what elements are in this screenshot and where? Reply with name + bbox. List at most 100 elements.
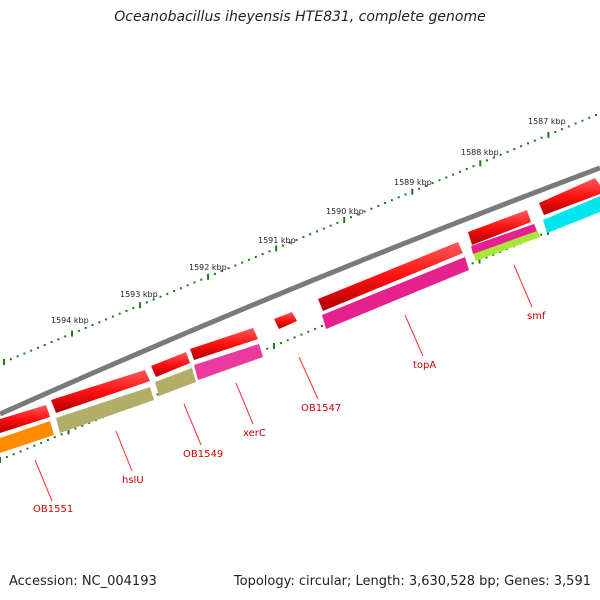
inner-ruler-tick: [478, 257, 481, 264]
outer-ruler-tick: [458, 170, 461, 173]
gene-arrow-smf-region[interactable]: [539, 178, 600, 215]
leader-line-OB1551: [34, 459, 53, 502]
outer-ruler-tick: [574, 122, 577, 125]
outer-ruler-tick: [213, 273, 216, 275]
inner-ruler-tick: [5, 456, 8, 459]
outer-ruler-tick: [520, 145, 523, 148]
outer-ruler-tick: [322, 227, 325, 230]
outer-ruler-tick: [506, 150, 509, 153]
cog-bar-orange: [0, 421, 54, 453]
leader-line-topA: [404, 314, 424, 357]
inner-ruler-tick: [307, 330, 310, 333]
outer-ruler-tick: [445, 176, 448, 179]
outer-ruler-tick: [479, 160, 482, 167]
inner-ruler-tick: [471, 262, 474, 265]
outer-ruler-tick: [350, 216, 352, 219]
outer-ruler-tick: [193, 281, 196, 284]
outer-ruler-tick: [23, 352, 26, 355]
outer-ruler-tick: [132, 307, 135, 310]
outer-ruler-tick: [309, 233, 312, 236]
inner-ruler-tick: [266, 347, 269, 350]
outer-ruler-tick: [554, 131, 557, 133]
outer-ruler-tick: [329, 224, 332, 227]
outer-ruler-tick: [220, 270, 223, 273]
outer-ruler-tick: [139, 302, 142, 309]
outer-ruler-tick: [384, 202, 387, 204]
inner-ruler-tick: [33, 444, 36, 447]
outer-ruler-tick: [186, 284, 189, 287]
outer-ruler-tick: [179, 287, 182, 290]
inner-ruler-tick: [286, 339, 289, 342]
gene-arrow-xerC[interactable]: [190, 328, 258, 360]
cog-bar-olive-OB1549: [155, 368, 196, 396]
outer-ruler-tick: [125, 309, 128, 312]
leader-line-OB1547: [298, 356, 319, 400]
outer-ruler-tick: [390, 199, 393, 202]
gene-label-OB1549[interactable]: OB1549: [183, 449, 223, 460]
gene-label-topA[interactable]: topA: [413, 360, 436, 371]
inner-ruler-tick: [492, 253, 495, 256]
outer-ruler-tick: [91, 324, 94, 327]
outer-ruler-tick: [492, 156, 495, 159]
cog-category-bars: [0, 196, 600, 453]
outer-ruler-tick: [71, 330, 73, 337]
leader-line-xerC: [235, 382, 254, 425]
gene-arrow-OB1551[interactable]: [0, 405, 50, 433]
gene-label-hslU[interactable]: hslU: [122, 475, 144, 486]
outer-ruler-tick: [227, 267, 230, 270]
gene-arrow-hslU[interactable]: [51, 370, 150, 413]
outer-ruler-tick: [3, 359, 5, 365]
outer-ruler-tick: [336, 221, 339, 224]
outer-ruler-tick: [356, 213, 359, 216]
inner-ruler-tick: [485, 256, 488, 259]
inner-ruler-tick: [74, 427, 77, 430]
gene-label-OB1547[interactable]: OB1547: [301, 403, 341, 414]
ruler-label-1591: 1591 kbp: [258, 236, 296, 245]
gene-arrow-smf[interactable]: [468, 210, 531, 245]
inner-ruler-tick: [321, 325, 323, 327]
outer-ruler-tick: [370, 207, 373, 210]
kbp-ruler-labels: 1587 kbp 1588 kbp 1589 kbp 1590 kbp 1591…: [51, 117, 566, 325]
inner-ruler-tick: [88, 421, 91, 424]
ruler-label-1590: 1590 kbp: [326, 207, 364, 216]
inner-ruler-tick: [67, 428, 70, 435]
outer-ruler-tick: [57, 338, 60, 341]
outer-ruler-tick: [411, 188, 414, 195]
outer-ruler-tick: [377, 204, 380, 207]
outer-ruler-tick: [118, 312, 121, 315]
gene-arrow-OB1547[interactable]: [274, 312, 297, 329]
outer-ruler-tick: [282, 244, 284, 247]
gene-label-xerC[interactable]: xerC: [243, 428, 266, 439]
gene-label-smf[interactable]: smf: [527, 311, 546, 322]
outer-ruler-tick: [424, 185, 427, 187]
ruler-label-1589: 1589 kbp: [394, 178, 432, 187]
outer-ruler-tick: [50, 341, 53, 344]
inner-ruler-tick: [279, 342, 282, 345]
gene-label-OB1551[interactable]: OB1551: [33, 504, 73, 515]
outer-ruler-tick: [513, 148, 516, 151]
outer-ruler-tick: [30, 349, 33, 352]
outer-ruler-tick: [561, 128, 563, 131]
inner-ruler-tick: [540, 233, 543, 236]
inner-ruler-tick: [26, 447, 29, 450]
outer-ruler-tick: [64, 335, 67, 338]
inner-ruler-tick: [53, 436, 56, 439]
forward-strand-genes: [0, 178, 600, 433]
outer-ruler-tick: [499, 153, 502, 156]
gene-arrow-OB1549[interactable]: [151, 352, 190, 377]
leader-line-OB1549: [183, 403, 202, 446]
outer-ruler-tick: [275, 245, 278, 252]
ruler-label-1587: 1587 kbp: [528, 117, 566, 126]
inner-ruler-tick: [0, 457, 1, 463]
outer-ruler-tick: [527, 142, 529, 145]
outer-ruler-tick: [16, 355, 19, 358]
outer-ruler-tick: [397, 196, 400, 199]
gene-arrow-topA[interactable]: [318, 242, 463, 311]
outer-ruler-tick: [43, 344, 46, 346]
outer-ruler-tick: [268, 250, 271, 253]
inner-ruler-tick: [12, 453, 15, 456]
outer-ruler-tick: [248, 258, 250, 261]
outer-ruler-tick: [288, 241, 291, 244]
accession-text: Accession: NC_004193: [9, 574, 157, 589]
